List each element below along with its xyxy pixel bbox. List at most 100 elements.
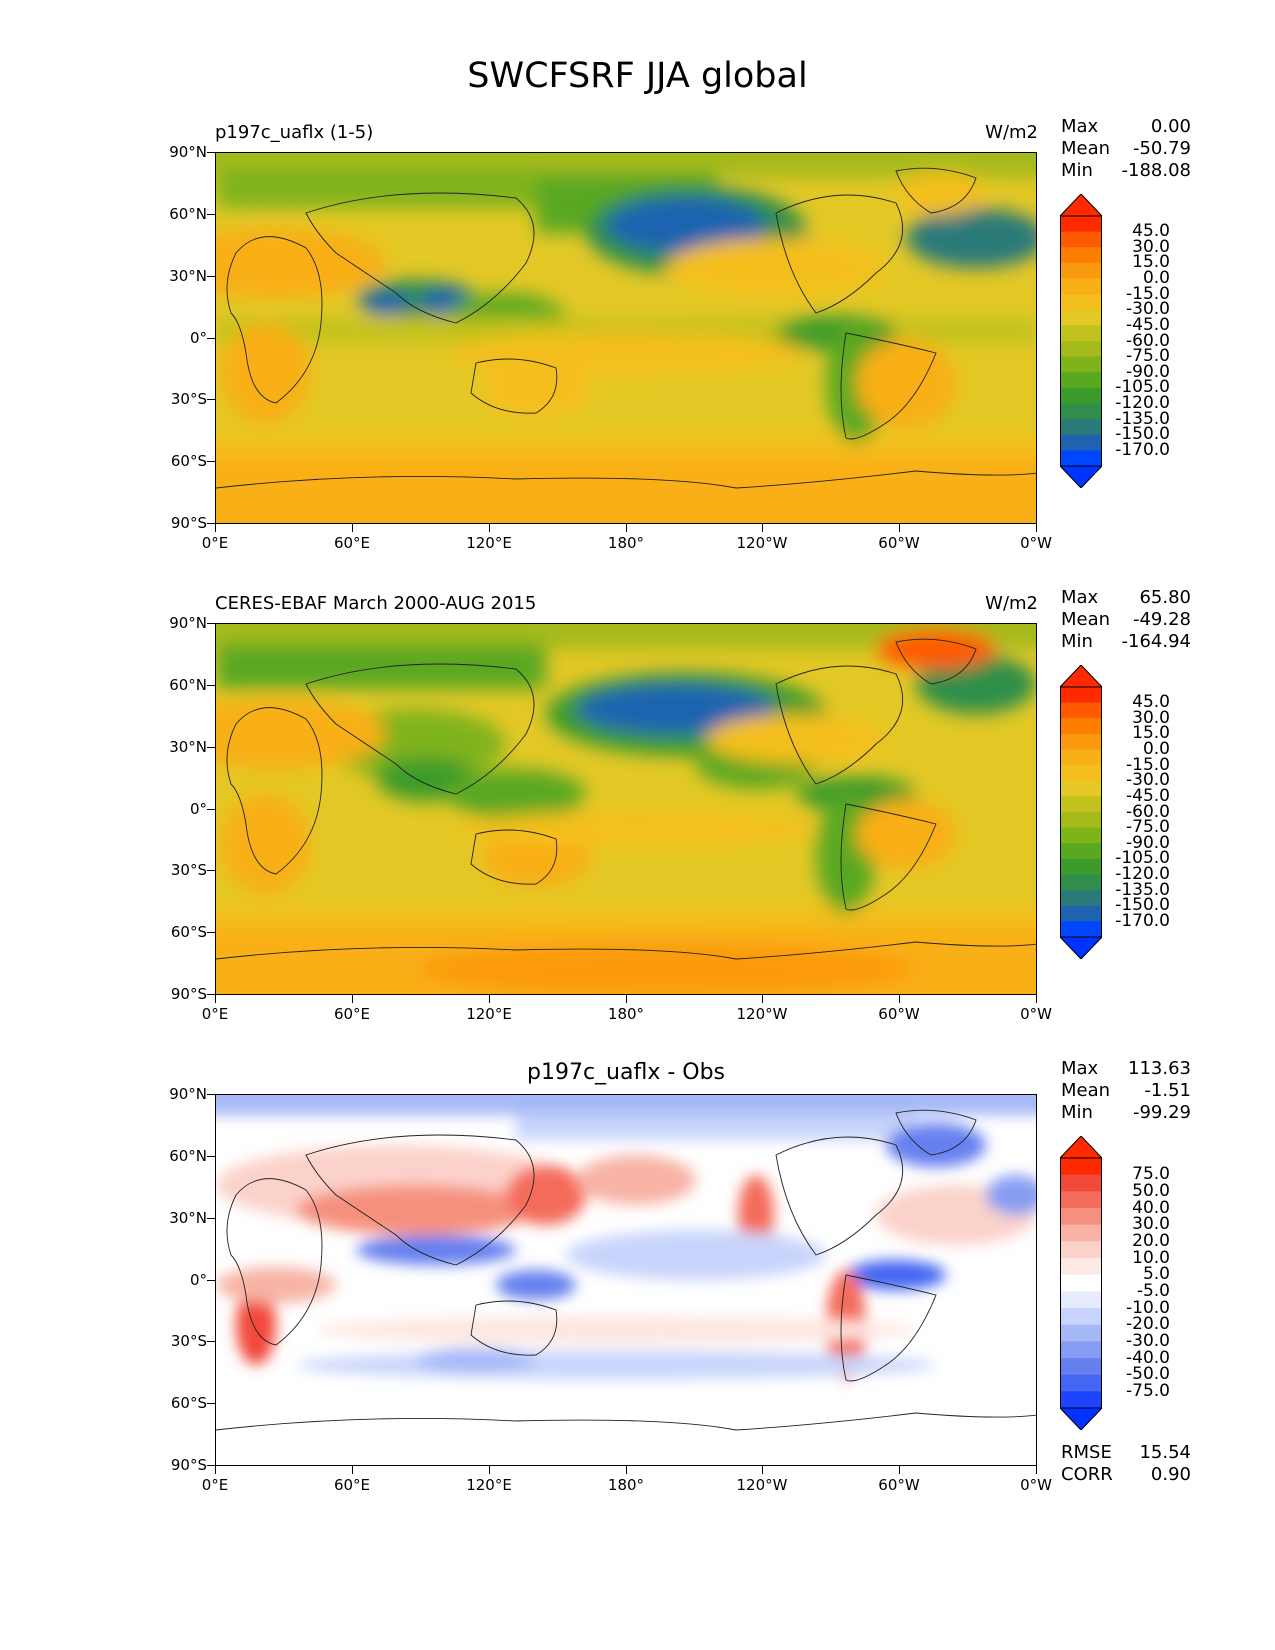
colorbar-segment bbox=[1060, 419, 1102, 436]
colorbar-tick-label: -30.0 bbox=[1126, 770, 1170, 791]
stats-block: Max 0.00 Mean -50.79 Min -188.08 bbox=[1061, 116, 1191, 182]
colorbar-extend-max bbox=[1058, 664, 1104, 688]
colorbar-segment bbox=[1060, 858, 1102, 875]
y-tick-label: 30°N bbox=[169, 738, 207, 756]
colorbar-segment bbox=[1060, 1324, 1102, 1342]
y-tick-label: 30°N bbox=[169, 267, 207, 285]
map-plot-area bbox=[215, 1094, 1037, 1466]
stat-mean: Mean -50.79 bbox=[1061, 138, 1191, 159]
colorbar-segment bbox=[1060, 1191, 1102, 1209]
colorbar-tick-label: 40.0 bbox=[1132, 1197, 1170, 1218]
colorbar-tick-label: 45.0 bbox=[1132, 221, 1170, 242]
stat-min: Min -188.08 bbox=[1061, 160, 1191, 181]
y-tick-label: 90°S bbox=[170, 1456, 207, 1474]
colorbar-segment bbox=[1060, 1308, 1102, 1326]
colorbar-extend-min bbox=[1058, 936, 1104, 960]
colorbar-tick-label: 15.0 bbox=[1132, 252, 1170, 273]
colorbar-tick-label: 20.0 bbox=[1132, 1230, 1170, 1251]
x-tick-label: 120°W bbox=[736, 1476, 788, 1494]
y-tick-label: 90°N bbox=[169, 614, 207, 632]
x-tick-label: 60°E bbox=[333, 1476, 371, 1494]
x-tick-label: 0°E bbox=[201, 1476, 229, 1494]
x-tick-mark bbox=[489, 1466, 490, 1474]
y-tick-mark bbox=[207, 623, 215, 624]
y-tick-label: 30°S bbox=[170, 861, 207, 879]
x-tick-label: 0°W bbox=[1020, 1005, 1052, 1023]
x-tick-label: 0°W bbox=[1020, 534, 1052, 552]
colorbar-tick-label: 0.0 bbox=[1142, 268, 1170, 288]
x-tick-mark bbox=[352, 1466, 353, 1474]
y-tick-label: 0° bbox=[189, 329, 207, 347]
colorbar-tick-label: -75.0 bbox=[1126, 346, 1170, 367]
colorbar-segment bbox=[1060, 1358, 1102, 1376]
colorbar-tick-label: -15.0 bbox=[1126, 754, 1170, 775]
stats-block: Max 65.80 Mean -49.28 Min -164.94 bbox=[1061, 587, 1191, 653]
stat-max: Max 65.80 bbox=[1061, 587, 1191, 608]
colorbar-graphic bbox=[1058, 664, 1104, 960]
colorbar-segment bbox=[1060, 718, 1102, 735]
colorbar-tick-label: -150.0 bbox=[1115, 895, 1170, 916]
colorbar-tick-label: -45.0 bbox=[1126, 314, 1170, 335]
colorbar-tick-label: -75.0 bbox=[1126, 1380, 1170, 1401]
colorbar-segment bbox=[1060, 874, 1102, 891]
colorbar-segment bbox=[1060, 1374, 1102, 1392]
x-tick-label: 0°E bbox=[201, 534, 229, 552]
heatmap-diff bbox=[216, 1095, 1036, 1465]
colorbar-tick-label: -135.0 bbox=[1115, 408, 1170, 429]
colorbar-segment bbox=[1060, 905, 1102, 922]
stat-min: Min -164.94 bbox=[1061, 631, 1191, 652]
panel-title-left: p197c_uaflx (1-5) bbox=[215, 122, 374, 143]
colorbar-segment bbox=[1060, 231, 1102, 248]
colorbar-tick-label: 30.0 bbox=[1132, 1214, 1170, 1235]
colorbar-tick-label: -30.0 bbox=[1126, 299, 1170, 320]
y-tick-mark bbox=[207, 461, 215, 462]
stat-max: Max 113.63 bbox=[1061, 1058, 1191, 1079]
x-tick-mark bbox=[899, 995, 900, 1003]
colorbar-segment bbox=[1060, 702, 1102, 719]
colorbar-tick-label: -30.0 bbox=[1126, 1330, 1170, 1351]
colorbar-segment bbox=[1060, 733, 1102, 750]
colorbar-segment bbox=[1060, 450, 1102, 467]
y-tick-mark bbox=[207, 932, 215, 933]
x-tick-mark bbox=[762, 995, 763, 1003]
y-tick-label: 60°N bbox=[169, 676, 207, 694]
colorbar-segment bbox=[1060, 890, 1102, 907]
colorbar-tick-label: -60.0 bbox=[1126, 330, 1170, 351]
x-tick-label: 0°W bbox=[1020, 1476, 1052, 1494]
x-tick-label: 120°E bbox=[466, 1005, 512, 1023]
x-tick-mark bbox=[215, 995, 216, 1003]
colorbar-segment bbox=[1060, 1224, 1102, 1242]
colorbar-segment bbox=[1060, 356, 1102, 373]
colorbar-tick-label: -150.0 bbox=[1115, 424, 1170, 445]
colorbar-segment bbox=[1060, 1274, 1102, 1292]
x-tick-label: 120°E bbox=[466, 1476, 512, 1494]
x-tick-label: 60°E bbox=[333, 1005, 371, 1023]
x-tick-mark bbox=[626, 524, 627, 532]
colorbar-segment bbox=[1060, 687, 1102, 704]
colorbar-segment bbox=[1060, 434, 1102, 451]
x-tick-mark bbox=[215, 1466, 216, 1474]
y-tick-label: 60°N bbox=[169, 1147, 207, 1165]
x-tick-mark bbox=[1036, 524, 1037, 532]
x-tick-mark bbox=[352, 524, 353, 532]
colorbar-segment bbox=[1060, 921, 1102, 938]
x-tick-label: 60°W bbox=[878, 1005, 920, 1023]
stat-min: Min -99.29 bbox=[1061, 1102, 1191, 1123]
y-tick-label: 60°N bbox=[169, 205, 207, 223]
colorbar-segment bbox=[1060, 247, 1102, 264]
x-tick-mark bbox=[762, 1466, 763, 1474]
colorbar-tick-label: -40.0 bbox=[1126, 1347, 1170, 1368]
x-tick-label: 120°W bbox=[736, 1005, 788, 1023]
y-tick-mark bbox=[207, 685, 215, 686]
y-tick-mark bbox=[207, 994, 215, 995]
stat-corr: CORR 0.90 bbox=[1061, 1464, 1191, 1485]
colorbar-tick-label: -90.0 bbox=[1126, 832, 1170, 853]
figure-title: SWCFSRF JJA global bbox=[467, 56, 808, 96]
y-tick-mark bbox=[207, 523, 215, 524]
colorbar-segment bbox=[1060, 309, 1102, 326]
y-tick-label: 0° bbox=[189, 800, 207, 818]
colorbar-extend-min bbox=[1058, 1407, 1104, 1431]
y-tick-mark bbox=[207, 214, 215, 215]
colorbar-segment bbox=[1060, 812, 1102, 829]
x-tick-label: 180° bbox=[607, 1476, 645, 1494]
